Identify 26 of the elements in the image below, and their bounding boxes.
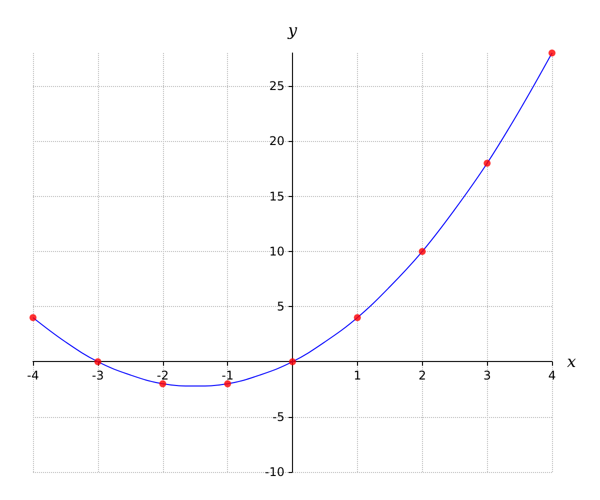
point — [159, 380, 166, 388]
x-tick-label: -2 — [156, 368, 169, 383]
y-tick-label: 25 — [269, 79, 284, 94]
x-axis-title: x — [567, 352, 576, 372]
y-tick-label: 20 — [269, 134, 284, 148]
x-tick-label: -3 — [92, 368, 104, 383]
point — [224, 380, 232, 388]
point — [418, 248, 426, 255]
x-tick-label: 1 — [354, 368, 362, 383]
x-tick-label: 2 — [418, 368, 426, 383]
point — [30, 314, 36, 322]
point — [354, 314, 361, 322]
x-tick-label: 4 — [548, 368, 556, 383]
y-tick-label: 5 — [276, 300, 284, 314]
y-tick-label: -5 — [272, 410, 284, 424]
point — [289, 358, 296, 366]
point — [94, 358, 102, 366]
y-tick-label: -10 — [264, 465, 284, 479]
point — [548, 50, 556, 56]
y-tick-label: 10 — [269, 244, 284, 258]
x-tick-label: -1 — [222, 368, 234, 383]
y-axis-title: y — [286, 20, 298, 40]
x-tick-label: 3 — [483, 368, 491, 383]
y-tick-label: 15 — [269, 189, 284, 204]
point — [484, 160, 491, 167]
x-tick-label: -4 — [27, 368, 39, 383]
